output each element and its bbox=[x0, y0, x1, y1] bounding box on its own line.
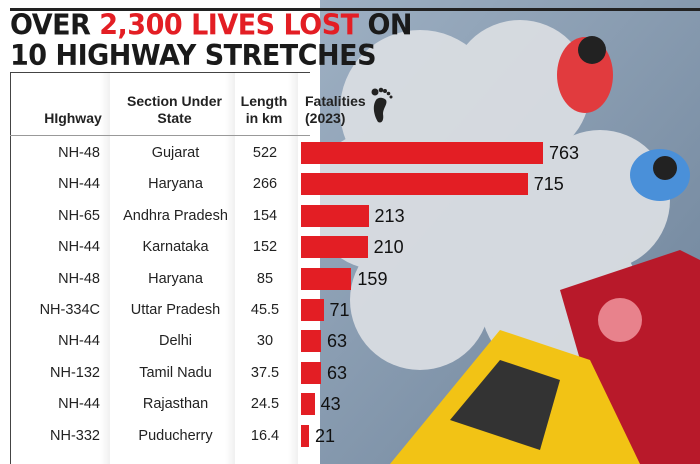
chart-title: OVER 2,300 LIVES LOST ON 10 HIGHWAY STRE… bbox=[10, 9, 413, 73]
fatalities-bar bbox=[301, 173, 528, 196]
footprint-icon bbox=[371, 87, 393, 123]
fatalities-label: 210 bbox=[373, 237, 404, 258]
length-cell: 154 bbox=[252, 207, 278, 224]
length-cell: 30 bbox=[256, 333, 274, 350]
length-cell: 85 bbox=[256, 270, 274, 287]
fatalities-bar bbox=[301, 424, 309, 447]
highway-cell: NH-65 bbox=[58, 207, 100, 224]
fatalities-label: 63 bbox=[326, 331, 347, 352]
highway-cell: NH-44 bbox=[58, 333, 100, 350]
length-cell: 522 bbox=[252, 145, 278, 161]
fatalities-bar bbox=[301, 142, 543, 164]
highway-cell: NH-332 bbox=[50, 427, 100, 444]
fatalities-bar bbox=[301, 267, 352, 290]
header-highway: HIghway bbox=[44, 110, 102, 126]
state-cell: Haryana bbox=[148, 270, 203, 287]
fatalities-label: 213 bbox=[374, 205, 405, 226]
title-part1: OVER bbox=[10, 9, 100, 43]
table-frame bbox=[10, 72, 310, 464]
title-part2: ON bbox=[358, 9, 413, 43]
highway-cell: NH-48 bbox=[58, 145, 100, 161]
length-cell: 45.5 bbox=[250, 302, 280, 318]
state-cell: Uttar Pradesh bbox=[130, 302, 221, 318]
state-cell: Rajasthan bbox=[142, 396, 209, 413]
highway-cell: NH-44 bbox=[58, 176, 100, 193]
length-cell: 152 bbox=[252, 239, 278, 256]
length-cell: 24.5 bbox=[250, 396, 280, 413]
fatalities-label: 71 bbox=[329, 300, 350, 320]
fatalities-label: 763 bbox=[549, 143, 580, 163]
state-cell: Puducherry bbox=[138, 427, 213, 444]
column-divider bbox=[225, 72, 235, 464]
header-section: Section Under State bbox=[127, 93, 222, 126]
state-cell: Andhra Pradesh bbox=[123, 207, 228, 224]
person-blue-icon bbox=[630, 149, 690, 201]
fatalities-label: 715 bbox=[533, 174, 564, 195]
fatalities-label: 43 bbox=[320, 394, 341, 415]
highway-cell: NH-44 bbox=[58, 239, 100, 256]
header-fatalities: Fatalities (2023) bbox=[305, 93, 366, 126]
fatalities-label: 63 bbox=[326, 362, 347, 383]
length-cell: 37.5 bbox=[250, 364, 280, 381]
fatalities-bar bbox=[301, 361, 321, 384]
highway-cell: NH-334C bbox=[39, 302, 100, 318]
fatalities-bar bbox=[301, 299, 324, 321]
title-highlight: 2,300 LIVES LOST bbox=[99, 9, 359, 43]
fatalities-bar bbox=[301, 393, 315, 416]
state-cell: Haryana bbox=[148, 176, 203, 193]
fatalities-label: 159 bbox=[357, 268, 388, 289]
column-divider bbox=[288, 72, 298, 464]
person-red-icon bbox=[557, 36, 613, 113]
fatalities-bar bbox=[301, 330, 321, 353]
length-cell: 266 bbox=[252, 176, 278, 193]
title-line2: 10 HIGHWAY STRETCHES bbox=[10, 39, 377, 73]
state-cell: Tamil Nadu bbox=[139, 364, 212, 381]
fatalities-bar bbox=[301, 204, 369, 227]
header-length: Length in km bbox=[240, 93, 288, 126]
header-divider bbox=[10, 135, 310, 136]
state-cell: Delhi bbox=[158, 333, 193, 350]
length-cell: 16.4 bbox=[250, 427, 280, 444]
yellow-car-icon bbox=[390, 330, 640, 464]
column-divider bbox=[100, 72, 110, 464]
fatalities-bar bbox=[301, 236, 368, 259]
highway-cell: NH-44 bbox=[58, 396, 100, 413]
state-cell: Gujarat bbox=[151, 145, 200, 161]
top-rule bbox=[10, 8, 700, 11]
highway-cell: NH-48 bbox=[58, 270, 100, 287]
fatalities-label: 21 bbox=[315, 425, 336, 446]
state-cell: Karnataka bbox=[142, 239, 209, 256]
highway-cell: NH-132 bbox=[50, 364, 100, 381]
